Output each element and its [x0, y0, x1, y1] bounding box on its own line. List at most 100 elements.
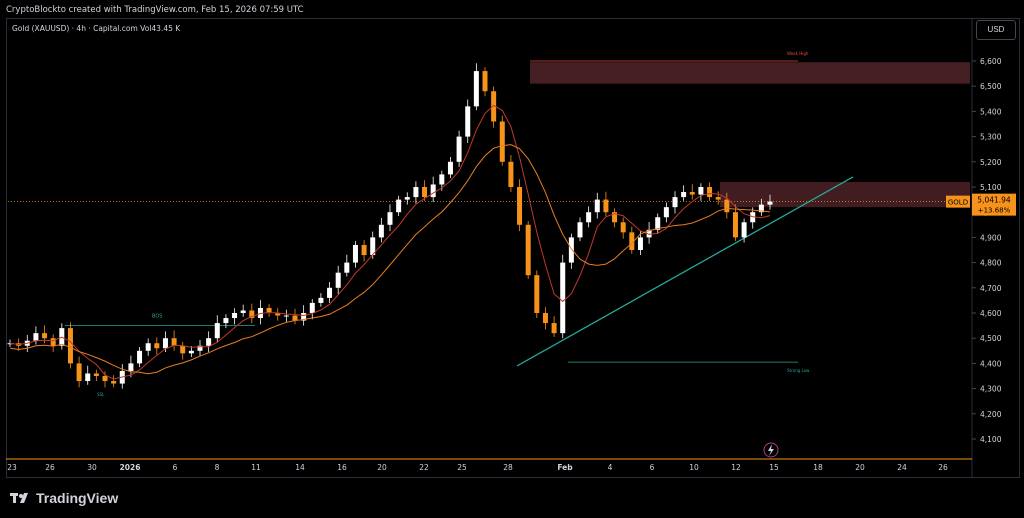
x-tick-label: 8	[215, 463, 220, 472]
candle-body	[344, 262, 350, 273]
candle-body	[206, 338, 212, 346]
candle-body	[309, 302, 315, 313]
lightning-bolt-icon	[768, 444, 774, 456]
y-tick-label: 4,100	[980, 435, 1002, 444]
x-tick-label: 20	[855, 463, 865, 472]
candle-body	[111, 381, 117, 384]
x-tick-label: 12	[731, 463, 741, 472]
chart-frame[interactable]	[6, 18, 1020, 478]
y-tick-label: 4,800	[980, 259, 1002, 268]
x-tick-label: Feb	[557, 463, 573, 472]
candle-body	[352, 244, 358, 263]
x-tick-label: 6	[650, 463, 655, 472]
x-tick-label: 2026	[120, 463, 141, 472]
candle-body	[689, 192, 695, 195]
candle-body	[42, 333, 48, 339]
candle-body	[655, 217, 661, 230]
candle-body	[102, 376, 108, 382]
candle-body	[534, 275, 540, 313]
candle-body	[180, 345, 186, 354]
candle-body	[197, 345, 203, 351]
ascending-trendline	[516, 176, 854, 367]
candle-body	[517, 187, 523, 225]
candle-body	[422, 187, 428, 198]
price-tag-box	[972, 193, 1016, 216]
candle-body	[491, 91, 497, 122]
candle-body	[128, 363, 134, 371]
symbol-info[interactable]: Gold (XAUUSD) · 4h · Capital.com Vol43.4…	[12, 24, 181, 33]
x-tick-label: 28	[503, 463, 513, 472]
candle-body	[257, 307, 263, 319]
candle-body	[76, 363, 82, 382]
candle-body	[292, 315, 298, 321]
candle-body	[33, 333, 39, 341]
candle-body	[378, 224, 384, 238]
candle-body	[370, 237, 376, 256]
candle-body	[672, 197, 678, 208]
currency-button[interactable]: USD	[976, 20, 1016, 40]
y-tick-label: 4,500	[980, 334, 1002, 343]
y-tick-label: 4,400	[980, 359, 1002, 368]
candle-body	[586, 212, 592, 223]
candle-body	[568, 237, 574, 263]
candle-body	[750, 212, 756, 223]
x-tick-label: 23	[7, 463, 17, 472]
x-tick-label: 20	[377, 463, 387, 472]
candle-body	[223, 318, 229, 324]
candle-body	[162, 338, 168, 349]
candle-body	[525, 224, 531, 276]
y-tick-label: 4,900	[980, 233, 1002, 242]
chart-credit: CryptoBlockto created with TradingView.c…	[6, 5, 304, 15]
ma-slow-line	[9, 144, 771, 375]
weak-high-label: Weak High	[787, 51, 809, 56]
x-tick-label: 30	[87, 463, 97, 472]
top-bar: CryptoBlockto created with TradingView.c…	[0, 0, 1024, 18]
x-tick-label: 6	[173, 463, 178, 472]
y-tick-label: 5,400	[980, 107, 1002, 116]
candle-body	[542, 313, 548, 324]
candle-body	[465, 106, 471, 137]
candle-body	[214, 323, 220, 339]
candle-body	[767, 201, 773, 205]
candle-body	[439, 174, 445, 185]
candle-body	[413, 187, 419, 198]
bos-label: BOS	[152, 314, 162, 320]
tradingview-logo[interactable]: TradingView	[10, 490, 118, 506]
candle-body	[318, 297, 324, 303]
supply-zone-current	[720, 181, 970, 208]
y-tick-label: 5,300	[980, 133, 1002, 142]
candle-body	[232, 313, 238, 319]
x-tick-label: 26	[45, 463, 55, 472]
candle-body	[732, 212, 738, 238]
candle-body	[646, 229, 652, 238]
candle-body	[327, 287, 333, 298]
candle-body	[637, 237, 643, 250]
candle-body	[67, 328, 73, 364]
candle-body	[456, 136, 462, 162]
candle-body	[741, 222, 747, 238]
candle-body	[681, 192, 687, 198]
candle-body	[663, 207, 669, 218]
candle-body	[715, 197, 721, 200]
candle-body	[50, 338, 56, 346]
candle-body	[724, 199, 730, 213]
x-tick-label: 4	[608, 463, 613, 472]
footer	[0, 478, 1024, 518]
candle-body	[404, 197, 410, 200]
candle-body	[93, 373, 99, 376]
candle-body	[266, 307, 272, 313]
x-tick-label: 16	[337, 463, 347, 472]
y-tick-label: 4,300	[980, 385, 1002, 394]
candle-body	[85, 373, 91, 382]
candle-body	[275, 313, 281, 316]
x-tick-label: 18	[813, 463, 823, 472]
candle-body	[482, 71, 488, 92]
candle-body	[137, 350, 143, 364]
price-tag-symbol: GOLD	[948, 199, 968, 207]
candle-body	[707, 187, 713, 198]
y-tick-label: 5,200	[980, 158, 1002, 167]
candle-body	[154, 343, 160, 349]
y-tick-label: 6,600	[980, 57, 1002, 66]
candle-body	[171, 338, 177, 346]
